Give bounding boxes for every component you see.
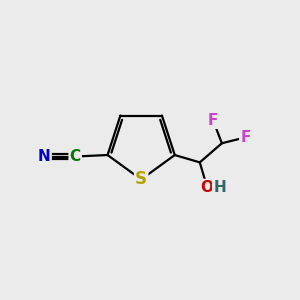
Text: F: F <box>240 130 250 145</box>
Text: S: S <box>135 170 147 188</box>
Text: F: F <box>208 113 218 128</box>
Text: N: N <box>38 149 51 164</box>
Text: C: C <box>70 149 81 164</box>
Text: O: O <box>201 180 214 195</box>
Text: H: H <box>213 180 226 195</box>
